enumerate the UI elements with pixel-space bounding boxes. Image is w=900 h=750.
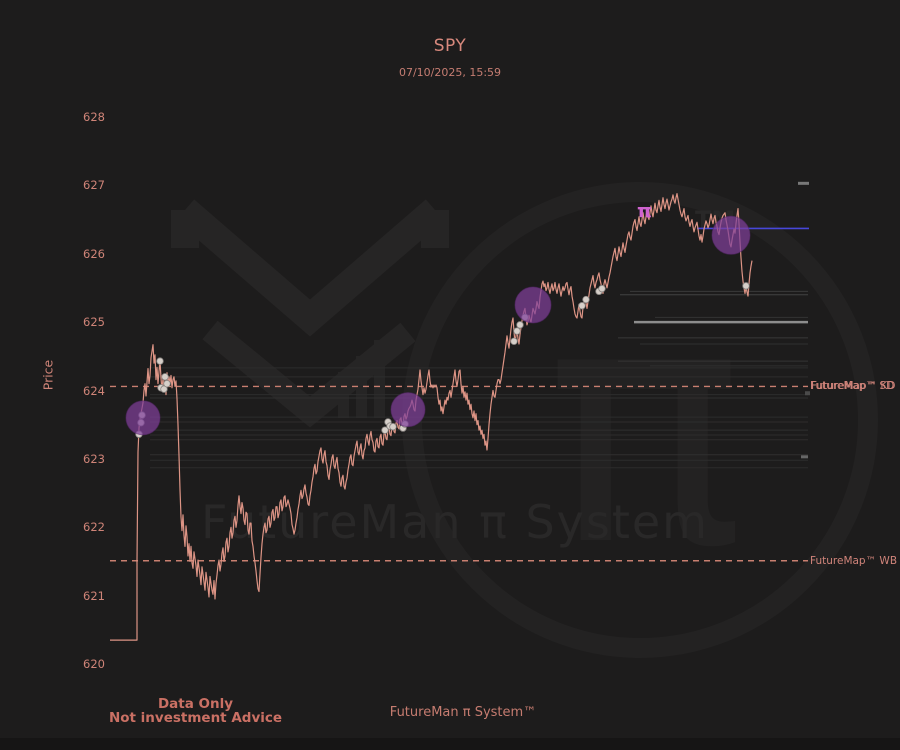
- futuremap-level-label: FutureMap™ WB: [810, 554, 898, 567]
- signal-circle: [711, 215, 751, 255]
- y-tick-label: 621: [83, 588, 105, 603]
- signal-circle: [125, 400, 161, 436]
- branding-text: FutureMan π System™: [389, 705, 537, 720]
- watermark-m-logo: [171, 199, 449, 428]
- pi-signal-marker: π: [637, 200, 653, 223]
- y-tick-label: 620: [83, 657, 105, 671]
- trade-dot: [160, 385, 168, 393]
- trade-dot: [742, 282, 750, 290]
- trade-dot: [513, 327, 521, 335]
- trade-dot: [381, 426, 389, 434]
- watermark-bars-icon: [338, 340, 385, 418]
- chart-title: SPY: [433, 36, 467, 56]
- watermark-logo: π TM FutureMan π System: [171, 182, 878, 658]
- trade-dot: [578, 302, 586, 310]
- trade-dot: [161, 373, 169, 381]
- y-tick-label: 623: [83, 451, 105, 466]
- trade-dot: [156, 357, 164, 365]
- markers-layer: [125, 215, 751, 438]
- signal-circle: [514, 286, 552, 324]
- level-lines-layer: [110, 181, 810, 562]
- y-tick-label: 624: [83, 383, 105, 398]
- trade-dot: [163, 379, 171, 388]
- disclaimer-text: Data Only Not investment Advice: [88, 697, 303, 725]
- watermark-text: FutureMan π System: [201, 495, 709, 549]
- trade-dot: [516, 321, 524, 329]
- signal-circle: [390, 392, 426, 428]
- trade-dot: [582, 295, 590, 304]
- right-edge-tick: [801, 455, 808, 459]
- trade-dot: [510, 337, 518, 345]
- disclaimer-line1: Data Only: [157, 696, 234, 712]
- futuremap-level-label: FutureMap™ SD: [810, 380, 895, 393]
- bottom-strip: [0, 738, 900, 750]
- y-tick-label: 626: [83, 246, 105, 261]
- trade-dot: [389, 423, 397, 431]
- chart-subtitle: 07/10/2025, 15:59: [398, 66, 502, 79]
- price-series-layer: [110, 193, 753, 641]
- right-edge-tick: [798, 181, 809, 185]
- right-edge-tick: [805, 391, 810, 396]
- watermark-pi-glyph: π: [546, 234, 745, 618]
- futuremap-level-label: FutureMap™ KD: [811, 380, 896, 393]
- price-line: [110, 193, 753, 641]
- y-tick-label: 622: [83, 520, 105, 535]
- y-tick-label: 628: [83, 110, 105, 124]
- y-tick-label: 627: [83, 178, 105, 193]
- trade-dot: [598, 284, 606, 293]
- disclaimer-line2: Not investment Advice: [108, 710, 283, 726]
- y-tick-label: 625: [83, 315, 105, 330]
